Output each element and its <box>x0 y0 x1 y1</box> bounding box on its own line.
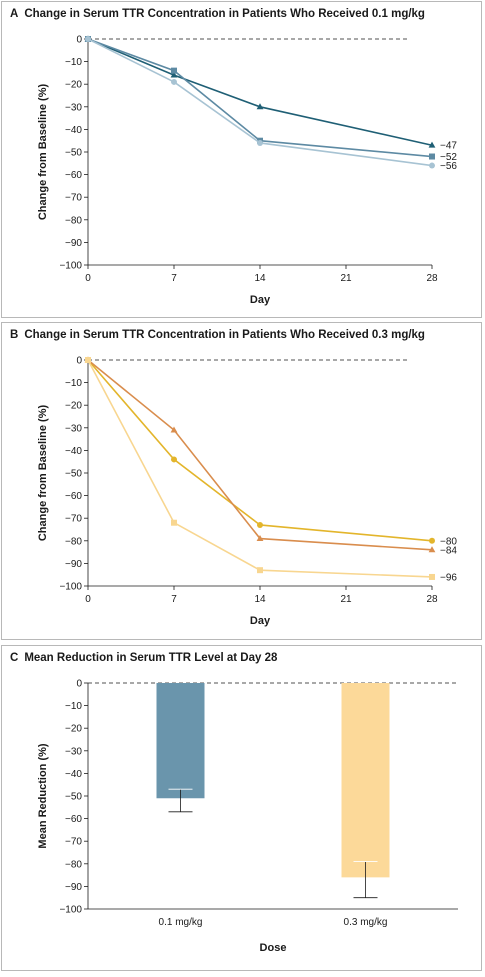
panel-b-title: B Change in Serum TTR Concentration in Pa… <box>10 329 425 341</box>
chart-b-series-3-point <box>85 357 91 363</box>
chart-a-series-1-end-label: −47 <box>440 141 457 152</box>
chart-c-x-axis-title: Dose <box>260 942 287 954</box>
chart-a-ytick-label: −50 <box>65 148 82 159</box>
chart-b-xtick-label: 21 <box>340 594 352 605</box>
chart-c-ytick-label: −10 <box>65 701 82 712</box>
chart-a-series-3-line <box>87 38 433 167</box>
panel-c-title-text: Mean Reduction in Serum TTR Level at Day… <box>24 652 278 664</box>
chart-b: 0 −10 −20 −30 −40 −50 −60 −70 −80 −90 −100 Change f… <box>37 356 457 628</box>
chart-b-xtick-label: 14 <box>254 594 266 605</box>
panel-c-letter: C <box>10 652 19 664</box>
panel-c: C Mean Reduction in Serum TTR Level at Da… <box>1 645 482 971</box>
chart-a-series-2-line <box>87 38 433 158</box>
chart-b-series-3-point <box>171 519 177 526</box>
chart-c-category-label-1: 0.1 mg/kg <box>159 917 203 928</box>
panel-b: B Change in Serum TTR Concentration in Pa… <box>1 322 482 640</box>
chart-b-series-3-point <box>429 573 435 580</box>
chart-b-series-3-point <box>257 567 263 574</box>
panel-a-title: A Change in Serum TTR Concentration in Pa… <box>10 8 425 20</box>
chart-c: 0 −10 −20 −30 −40 −50 −60 −70 −80 −90 −100 Mean Red… <box>37 679 458 954</box>
chart-c-ytick-label: 0 <box>76 679 82 690</box>
chart-a-series-3-point <box>171 78 177 85</box>
chart-a-series-3-point <box>257 139 263 146</box>
chart-c-y-axis-title: Mean Reduction (%) <box>37 743 49 848</box>
chart-a-y-axis-title: Change from Baseline (%) <box>37 84 49 221</box>
chart-b-ytick-label: −10 <box>65 378 82 389</box>
chart-b-series-1-line <box>87 359 433 542</box>
chart-c-bar-1 <box>156 683 205 799</box>
chart-a-series-3-point <box>429 162 435 169</box>
chart-a-xtick-label: 7 <box>171 273 177 284</box>
chart-a-series-2-point <box>429 153 435 160</box>
chart-a-ytick-label: −100 <box>59 261 82 272</box>
chart-c-ytick-label: −60 <box>65 814 82 825</box>
chart-c-ytick-label: −70 <box>65 837 82 848</box>
chart-a-ytick-label: −80 <box>65 215 82 226</box>
chart-a-series-2-point <box>171 67 177 74</box>
chart-a-series-3-point <box>85 36 91 42</box>
chart-c-ytick-label: −30 <box>65 746 82 757</box>
chart-b-ytick-label: −20 <box>65 401 82 412</box>
chart-a-xtick-label: 14 <box>254 273 266 284</box>
chart-a-xtick-label: 0 <box>85 273 91 284</box>
chart-b-ytick-label: −40 <box>65 446 82 457</box>
chart-a-xtick-label: 21 <box>340 273 352 284</box>
chart-b-ytick-label: −60 <box>65 491 82 502</box>
chart-a-series-1-point <box>170 71 178 78</box>
chart-b-series-2-point <box>256 534 264 541</box>
chart-b-series-2-end-label: −84 <box>440 545 457 556</box>
chart-b-ytick-label: −90 <box>65 559 82 570</box>
chart-b-series-2-point <box>170 426 178 433</box>
chart-b-y-axis-title: Change from Baseline (%) <box>37 405 49 542</box>
chart-c-ytick-label: −20 <box>65 724 82 735</box>
chart-b-ytick-label: −100 <box>59 582 82 593</box>
panel-b-title-text: Change in Serum TTR Concentration in Pat… <box>24 329 425 341</box>
chart-a-series-2-end-label: −52 <box>440 152 457 163</box>
chart-b-series-1-point <box>171 456 177 463</box>
chart-b-ytick-label: −30 <box>65 423 82 434</box>
chart-b-x-axis-title: Day <box>250 615 271 627</box>
chart-a-ytick-label: −90 <box>65 238 82 249</box>
chart-a-ytick-label: −40 <box>65 125 82 136</box>
chart-a-series-1-point <box>428 141 436 148</box>
chart-a-ytick-label: −10 <box>65 57 82 68</box>
chart-c-ytick-label: −90 <box>65 882 82 893</box>
chart-c-ytick-label: −40 <box>65 769 82 780</box>
chart-a-series-1-point <box>256 103 264 110</box>
chart-a-ytick-label: −70 <box>65 193 82 204</box>
chart-c-ytick-label: −100 <box>59 905 82 916</box>
chart-a-x-axis-title: Day <box>250 294 271 306</box>
chart-b-series-1-point <box>257 521 263 528</box>
panel-b-letter: B <box>10 329 19 341</box>
chart-a-ytick-label: −60 <box>65 170 82 181</box>
chart-a-series-1-line <box>87 38 433 147</box>
chart-a-ytick-label: −20 <box>65 80 82 91</box>
chart-b-ytick-label: −80 <box>65 536 82 547</box>
chart-c-ytick-label: −80 <box>65 859 82 870</box>
panel-a-title-text: Change in Serum TTR Concentration in Pat… <box>24 8 425 20</box>
chart-a-xtick-label: 28 <box>426 273 438 284</box>
chart-b-ytick-label: 0 <box>76 356 82 367</box>
chart-a: 0 −10 −20 −30 −40 −50 −60 −70 −80 −90 −100 Change f… <box>37 35 457 307</box>
chart-b-series-3-line <box>87 359 433 578</box>
chart-c-ytick-label: −50 <box>65 792 82 803</box>
chart-b-series-1-end-label: −80 <box>440 536 457 547</box>
chart-a-ytick-label: 0 <box>76 35 82 46</box>
chart-c-bar-2 <box>341 683 390 878</box>
chart-b-series-3-end-label: −96 <box>440 572 457 583</box>
chart-b-series-1-point <box>429 537 435 544</box>
chart-b-series-2-point <box>428 546 436 553</box>
panel-a-letter: A <box>10 8 19 20</box>
panel-a: A Change in Serum TTR Concentration in Pa… <box>1 1 482 318</box>
chart-b-series-2-line <box>87 359 433 551</box>
chart-b-xtick-label: 28 <box>426 594 438 605</box>
chart-a-ytick-label: −30 <box>65 102 82 113</box>
chart-b-ytick-label: −70 <box>65 514 82 525</box>
chart-b-xtick-label: 0 <box>85 594 91 605</box>
panel-c-title: C Mean Reduction in Serum TTR Level at Da… <box>10 652 277 664</box>
chart-c-category-label-2: 0.3 mg/kg <box>344 917 388 928</box>
chart-b-ytick-label: −50 <box>65 469 82 480</box>
chart-b-xtick-label: 7 <box>171 594 177 605</box>
chart-a-series-3-end-label: −56 <box>440 161 457 172</box>
